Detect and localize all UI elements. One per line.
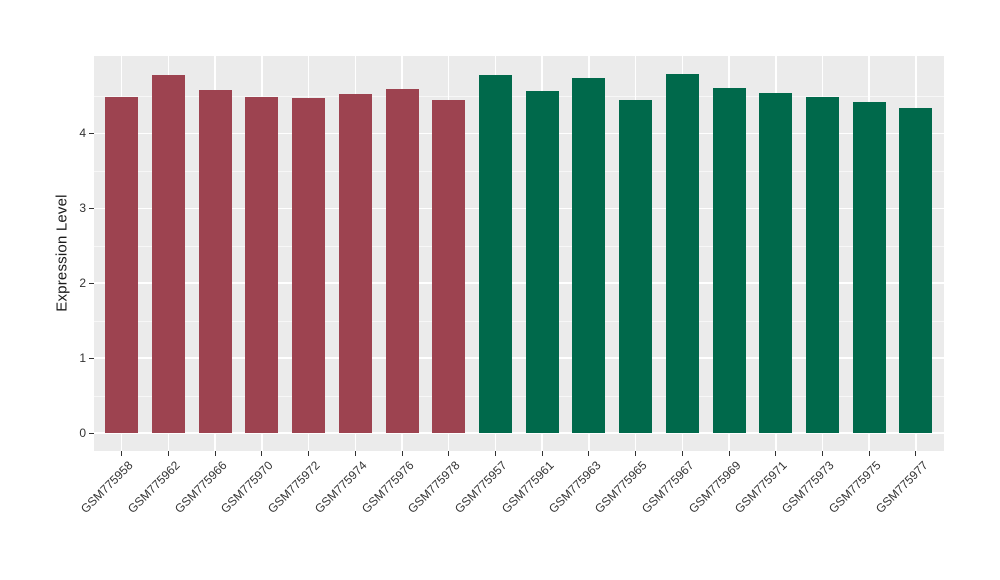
bar-GSM775971	[759, 92, 793, 433]
bar-GSM775977	[899, 107, 933, 433]
bar-GSM775978	[432, 100, 466, 433]
x-tick-mark	[121, 451, 123, 456]
bar-GSM775973	[806, 96, 839, 433]
x-tick-mark	[728, 451, 730, 456]
bar-GSM775957	[478, 74, 512, 433]
plot-panel	[94, 56, 944, 451]
x-tick-mark	[822, 451, 823, 456]
x-tick-mark	[167, 451, 169, 456]
x-tick-mark	[308, 451, 310, 456]
x-tick-mark	[448, 451, 450, 456]
bar-GSM775966	[198, 89, 232, 433]
y-tick-label: 2	[79, 276, 86, 291]
gridline-minor	[94, 95, 944, 97]
y-tick-mark	[89, 132, 94, 134]
bar-GSM775967	[665, 74, 699, 433]
y-tick-mark	[89, 207, 94, 209]
gridline-major	[94, 132, 944, 135]
bar-GSM775961	[525, 90, 559, 433]
bar-GSM775976	[385, 89, 419, 433]
bar-GSM775972	[292, 98, 326, 433]
x-tick-mark	[775, 451, 777, 456]
gridline-minor	[94, 320, 944, 322]
gridline-minor	[94, 245, 944, 247]
bar-GSM775969	[712, 87, 746, 433]
y-tick-mark	[89, 357, 94, 359]
x-tick-mark	[541, 451, 543, 456]
y-tick-label: 4	[79, 126, 86, 141]
gridline-minor	[94, 170, 944, 172]
gridline-minor	[94, 395, 944, 397]
y-tick-label: 1	[79, 351, 86, 366]
y-tick-mark	[89, 282, 94, 284]
x-tick-mark	[214, 451, 216, 456]
y-tick-label: 3	[79, 201, 86, 216]
bar-GSM775975	[852, 101, 886, 433]
x-tick-mark	[494, 451, 496, 456]
x-tick-mark	[681, 451, 683, 456]
gridline-major	[94, 432, 944, 434]
x-tick-mark	[915, 451, 917, 456]
y-tick-mark	[89, 432, 94, 434]
bar-GSM775958	[105, 96, 139, 433]
x-tick-mark	[588, 451, 590, 456]
bar-GSM775970	[245, 96, 279, 433]
bar-GSM775962	[151, 74, 185, 433]
gridline-major	[94, 282, 944, 284]
x-tick-mark	[261, 451, 263, 456]
x-tick-mark	[401, 451, 403, 456]
bar-GSM775963	[572, 77, 606, 433]
gridline-major	[94, 357, 944, 359]
y-tick-label: 0	[79, 426, 86, 440]
x-tick-mark	[868, 451, 870, 456]
gridline-major	[94, 207, 944, 210]
x-tick-mark	[635, 451, 637, 456]
x-tick-mark	[354, 451, 356, 456]
bar-GSM775974	[338, 93, 372, 433]
bar-GSM775965	[619, 100, 653, 433]
